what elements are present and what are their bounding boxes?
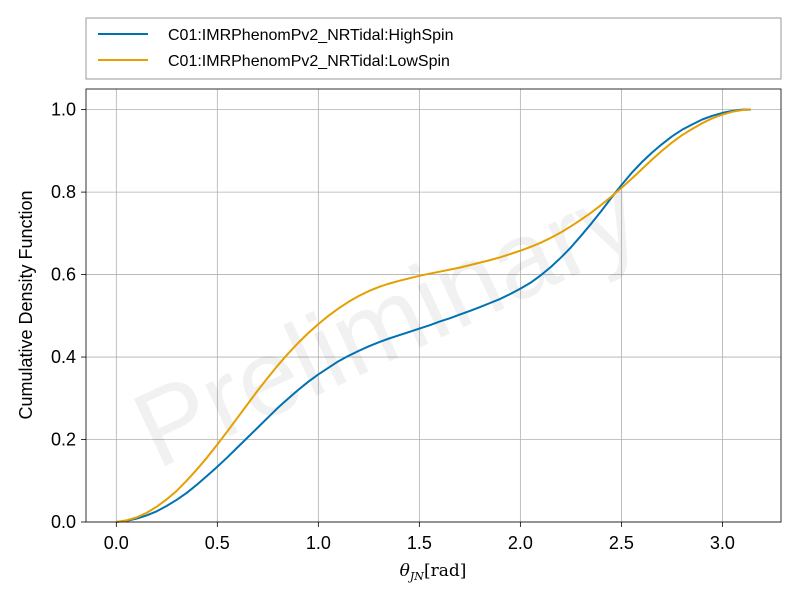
y-tick-label: 0.4 — [51, 347, 76, 367]
legend-box — [85, 17, 782, 80]
watermark-text: Preliminary — [116, 153, 657, 491]
legend-label-lowspin: C01:IMRPhenomPv2_NRTidal:LowSpin — [168, 53, 450, 70]
x-tick-label: 0.5 — [205, 533, 230, 553]
legend-label-highspin: C01:IMRPhenomPv2_NRTidal:HighSpin — [168, 27, 453, 44]
x-axis-label: θJN[rad] — [400, 561, 467, 583]
x-tick-label: 2.5 — [609, 533, 634, 553]
x-tick-label: 3.0 — [710, 533, 735, 553]
x-axis-label-unit: [rad] — [424, 561, 466, 581]
series-line-lowspin — [116, 108, 751, 523]
plot-frame — [85, 88, 782, 523]
y-tick-label: 0.8 — [51, 182, 76, 202]
y-tick-label: 0.2 — [51, 430, 76, 450]
x-axis-label-sub: JN — [408, 570, 424, 583]
series-line-highspin — [116, 108, 751, 523]
y-axis: 0.0 0.2 0.4 0.6 0.8 1.0 — [51, 100, 86, 532]
x-tick-label: 1.0 — [306, 533, 331, 553]
x-tick-label: 1.5 — [407, 533, 432, 553]
y-tick-label: 1.0 — [51, 100, 76, 120]
x-axis-label-theta: θ — [400, 561, 410, 581]
x-tick-label: 2.0 — [508, 533, 533, 553]
legend: C01:IMRPhenomPv2_NRTidal:HighSpin C01:IMR… — [85, 17, 782, 80]
y-tick-label: 0.6 — [51, 265, 76, 285]
x-axis: 0.0 0.5 1.0 1.5 2.0 2.5 3.0 — [104, 522, 735, 553]
series-layer — [116, 108, 751, 523]
y-tick-label: 0.0 — [51, 512, 76, 532]
y-axis-label: Cumulative Density Function — [16, 190, 36, 419]
x-tick-label: 0.0 — [104, 533, 129, 553]
